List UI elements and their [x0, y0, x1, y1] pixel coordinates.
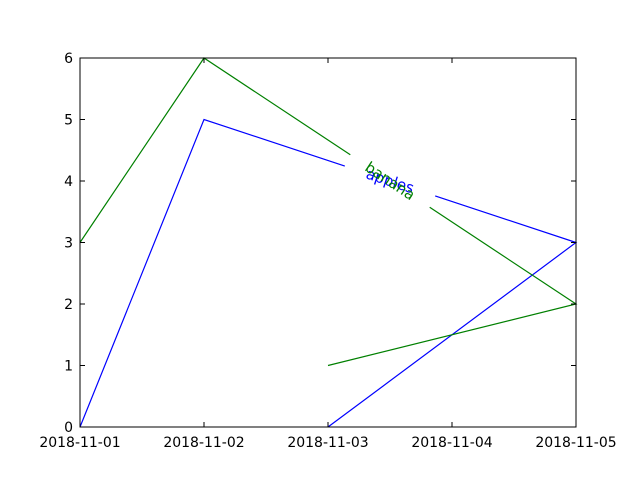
y-tick-label: 5 [64, 113, 73, 129]
x-tick-label: 2018-11-04 [411, 435, 492, 451]
tick-layer: 2018-11-01 2018-11-02 2018-11-03 2018-11-04… [39, 51, 616, 451]
y-tick-label: 6 [64, 51, 73, 67]
y-tick-label: 4 [64, 174, 73, 190]
x-tick-label: 2018-11-05 [535, 435, 616, 451]
x-tick-label: 2018-11-02 [163, 435, 244, 451]
y-tick-label: 2 [64, 297, 73, 313]
x-tick-label: 2018-11-01 [39, 435, 120, 451]
y-tick-label: 3 [64, 236, 73, 252]
plot-frame [79, 57, 577, 428]
y-tick-label: 1 [64, 359, 73, 375]
series-line-apples [79, 118, 345, 428]
x-tick-label: 2018-11-03 [287, 435, 368, 451]
y-tick-label: 0 [64, 420, 73, 436]
